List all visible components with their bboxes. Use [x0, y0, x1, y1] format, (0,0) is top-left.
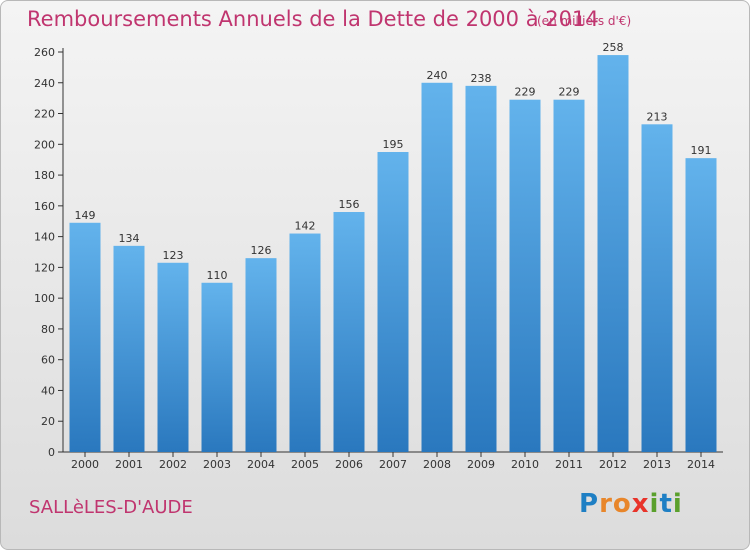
bar	[333, 212, 365, 452]
data-label: 123	[163, 249, 184, 262]
data-label: 213	[647, 110, 668, 123]
x-tick-label: 2009	[467, 458, 495, 471]
data-label: 240	[427, 69, 448, 82]
bar	[289, 233, 321, 452]
y-tick-label: 40	[41, 384, 55, 397]
x-tick-label: 2003	[203, 458, 231, 471]
y-tick-label: 80	[41, 323, 55, 336]
x-tick-label: 2005	[291, 458, 319, 471]
logo-letter: r	[599, 489, 613, 519]
x-tick-label: 2008	[423, 458, 451, 471]
x-tick-label: 2002	[159, 458, 187, 471]
bar	[685, 158, 717, 452]
x-tick-label: 2001	[115, 458, 143, 471]
data-label: 229	[559, 86, 580, 99]
bar	[377, 152, 409, 452]
bar	[421, 82, 453, 453]
logo-letter: P	[579, 489, 600, 519]
data-label: 142	[295, 220, 316, 233]
bar	[201, 282, 233, 452]
x-tick-label: 2000	[71, 458, 99, 471]
x-tick-label: 2014	[687, 458, 715, 471]
y-tick-label: 120	[34, 261, 55, 274]
bar	[157, 262, 189, 452]
bar	[597, 55, 629, 452]
y-tick-label: 0	[48, 446, 55, 459]
commune-name: SALLèLES-D'AUDE	[29, 497, 193, 518]
data-label: 126	[251, 244, 272, 257]
y-tick-label: 260	[34, 46, 55, 59]
bar	[465, 85, 497, 452]
data-label: 195	[383, 138, 404, 151]
logo-letter: t	[659, 489, 673, 519]
y-tick-label: 160	[34, 200, 55, 213]
chart-subtitle: (en milliers d'€)	[537, 14, 632, 28]
y-tick-label: 60	[41, 354, 55, 367]
x-tick-label: 2004	[247, 458, 275, 471]
proxiti-logo: Proxiti	[579, 489, 683, 519]
data-label: 229	[515, 86, 536, 99]
y-tick-label: 180	[34, 169, 55, 182]
bar	[641, 124, 673, 453]
bar	[113, 245, 145, 452]
x-tick-label: 2013	[643, 458, 671, 471]
y-tick-label: 220	[34, 108, 55, 121]
data-label: 258	[603, 41, 624, 54]
y-tick-label: 20	[41, 415, 55, 428]
x-tick-label: 2007	[379, 458, 407, 471]
data-label: 149	[75, 209, 96, 222]
y-tick-label: 140	[34, 231, 55, 244]
logo-letter: o	[612, 489, 632, 519]
bar	[69, 222, 101, 452]
x-tick-label: 2012	[599, 458, 627, 471]
data-label: 191	[691, 144, 712, 157]
bar	[553, 99, 585, 452]
data-label: 110	[207, 269, 228, 282]
bar	[245, 258, 277, 452]
bar	[509, 99, 541, 452]
data-label: 238	[471, 72, 492, 85]
data-label: 134	[119, 232, 140, 245]
x-tick-label: 2006	[335, 458, 363, 471]
data-label: 156	[339, 198, 360, 211]
y-tick-label: 100	[34, 292, 55, 305]
logo-letter: i	[649, 489, 660, 519]
y-tick-label: 200	[34, 138, 55, 151]
x-tick-label: 2010	[511, 458, 539, 471]
x-tick-label: 2011	[555, 458, 583, 471]
logo-letter: x	[631, 489, 650, 519]
logo-letter: i	[672, 489, 683, 519]
y-tick-label: 240	[34, 77, 55, 90]
chart-title: Remboursements Annuels de la Dette de 20…	[27, 7, 599, 31]
